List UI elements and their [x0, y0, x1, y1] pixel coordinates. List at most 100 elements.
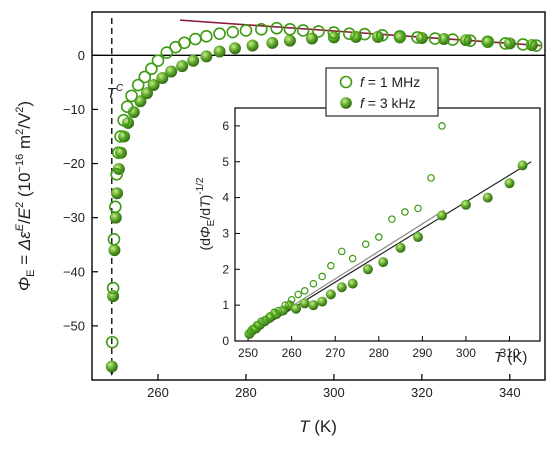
point-1mhz: [178, 36, 191, 50]
point-1mhz: [226, 25, 240, 39]
inset-point-1mhz: [438, 122, 446, 130]
point-3khz: [213, 45, 226, 58]
point-1mhz: [529, 39, 543, 52]
inset-point-1mhz: [401, 208, 409, 216]
point-3khz: [115, 146, 128, 159]
inset-point-3khz: [308, 300, 319, 311]
inset-point-1mhz: [287, 295, 296, 304]
main-ylabel: ΦE = ΔεE/E2 (10−16 m2/V2): [14, 101, 37, 291]
point-1mhz: [283, 23, 297, 36]
inset-point-3khz: [336, 282, 347, 293]
point-1mhz: [160, 46, 174, 59]
inset-x-tick-label: 260: [282, 346, 302, 360]
point-1mhz: [375, 28, 389, 42]
inset-series-points: [244, 122, 528, 339]
inset-x-tick-label: 250: [238, 346, 258, 360]
point-3khz: [111, 187, 124, 200]
point-1mhz: [239, 24, 253, 37]
inset-point-1mhz: [388, 215, 396, 223]
point-3khz: [176, 60, 189, 73]
point-1mhz: [296, 24, 310, 37]
inset-point-1mhz: [374, 233, 383, 241]
inset-point-1mhz: [294, 290, 302, 299]
point-3khz: [127, 106, 140, 119]
inset-point-1mhz: [427, 174, 435, 182]
point-3khz: [109, 211, 122, 224]
inset-point-1mhz: [337, 247, 346, 256]
point-3khz: [118, 130, 131, 143]
point-1mhz: [138, 70, 152, 84]
point-1mhz: [428, 32, 442, 45]
point-1mhz: [213, 27, 226, 40]
inset-point-1mhz: [270, 308, 279, 317]
point-1mhz: [145, 62, 158, 76]
x-tick-label: 280: [235, 385, 257, 400]
point-3khz: [246, 39, 259, 52]
point-1mhz: [125, 89, 138, 103]
inset-y-tick-label: 1: [222, 298, 229, 312]
y-tick-label: −20: [63, 156, 85, 171]
legend-marker-filled: [340, 97, 352, 109]
point-3khz: [266, 36, 279, 49]
point-3khz: [140, 87, 153, 100]
inset-x-tick-label: 290: [412, 346, 432, 360]
point-1mhz: [481, 35, 495, 49]
point-3khz: [108, 244, 121, 257]
inset-point-3khz: [460, 199, 471, 210]
inset-point-3khz: [299, 298, 310, 309]
point-1mhz: [117, 113, 130, 127]
point-1mhz: [270, 21, 284, 35]
inset-point-3khz: [436, 210, 447, 221]
inset-point-1mhz: [274, 306, 283, 315]
legend-label-1mhz: f = 1 MHz: [360, 74, 420, 90]
y-tick-label: −40: [63, 264, 85, 279]
inset-y-tick-label: 4: [222, 191, 229, 205]
point-3khz: [200, 50, 213, 63]
inset-point-3khz: [504, 178, 515, 189]
inset-x-tick-label: 310: [499, 346, 519, 360]
inset-point-3khz: [395, 242, 406, 253]
point-3khz: [156, 72, 169, 85]
point-3khz: [165, 65, 178, 78]
inset-point-3khz: [413, 232, 423, 243]
inset-x-tick-label: 300: [456, 346, 476, 360]
point-1mhz: [120, 100, 134, 114]
point-1mhz: [342, 27, 356, 40]
point-1mhz: [463, 34, 477, 47]
inset-point-3khz: [291, 303, 301, 314]
point-3khz: [283, 34, 296, 47]
x-tick-label: 320: [411, 385, 433, 400]
point-1mhz: [107, 232, 121, 246]
inset-point-3khz: [317, 296, 328, 307]
inset-point-1mhz: [318, 272, 326, 281]
main-xlabel: T (K): [299, 417, 337, 436]
point-1mhz: [255, 23, 268, 36]
inset-point-3khz: [347, 278, 358, 289]
point-1mhz: [110, 168, 123, 181]
main-series-points: [105, 21, 543, 373]
legend: f = 1 MHz f = 3 kHz: [325, 67, 439, 117]
point-1mhz: [131, 78, 145, 92]
point-1mhz: [411, 31, 424, 44]
point-3khz: [503, 37, 516, 50]
inset-x-tick-label: 280: [369, 346, 389, 360]
point-1mhz: [327, 26, 341, 39]
point-3khz: [481, 35, 494, 48]
inset-point-3khz: [325, 289, 336, 300]
transition-label: TC: [107, 83, 124, 102]
point-1mhz: [114, 130, 127, 143]
point-3khz: [459, 34, 472, 47]
x-tick-label: 340: [499, 385, 521, 400]
main-plot-frame: [91, 11, 546, 381]
inset-point-1mhz: [361, 240, 370, 249]
point-1mhz: [358, 27, 371, 41]
point-1mhz: [112, 146, 125, 160]
point-1mhz: [393, 30, 407, 43]
inset-y-tick-label: 6: [222, 119, 229, 133]
inset-point-3khz: [362, 264, 373, 275]
y-tick-label: 0: [78, 48, 85, 63]
inset-point-1mhz: [309, 279, 318, 288]
legend-marker-open: [339, 75, 353, 89]
inset-point-1mhz: [300, 287, 309, 295]
